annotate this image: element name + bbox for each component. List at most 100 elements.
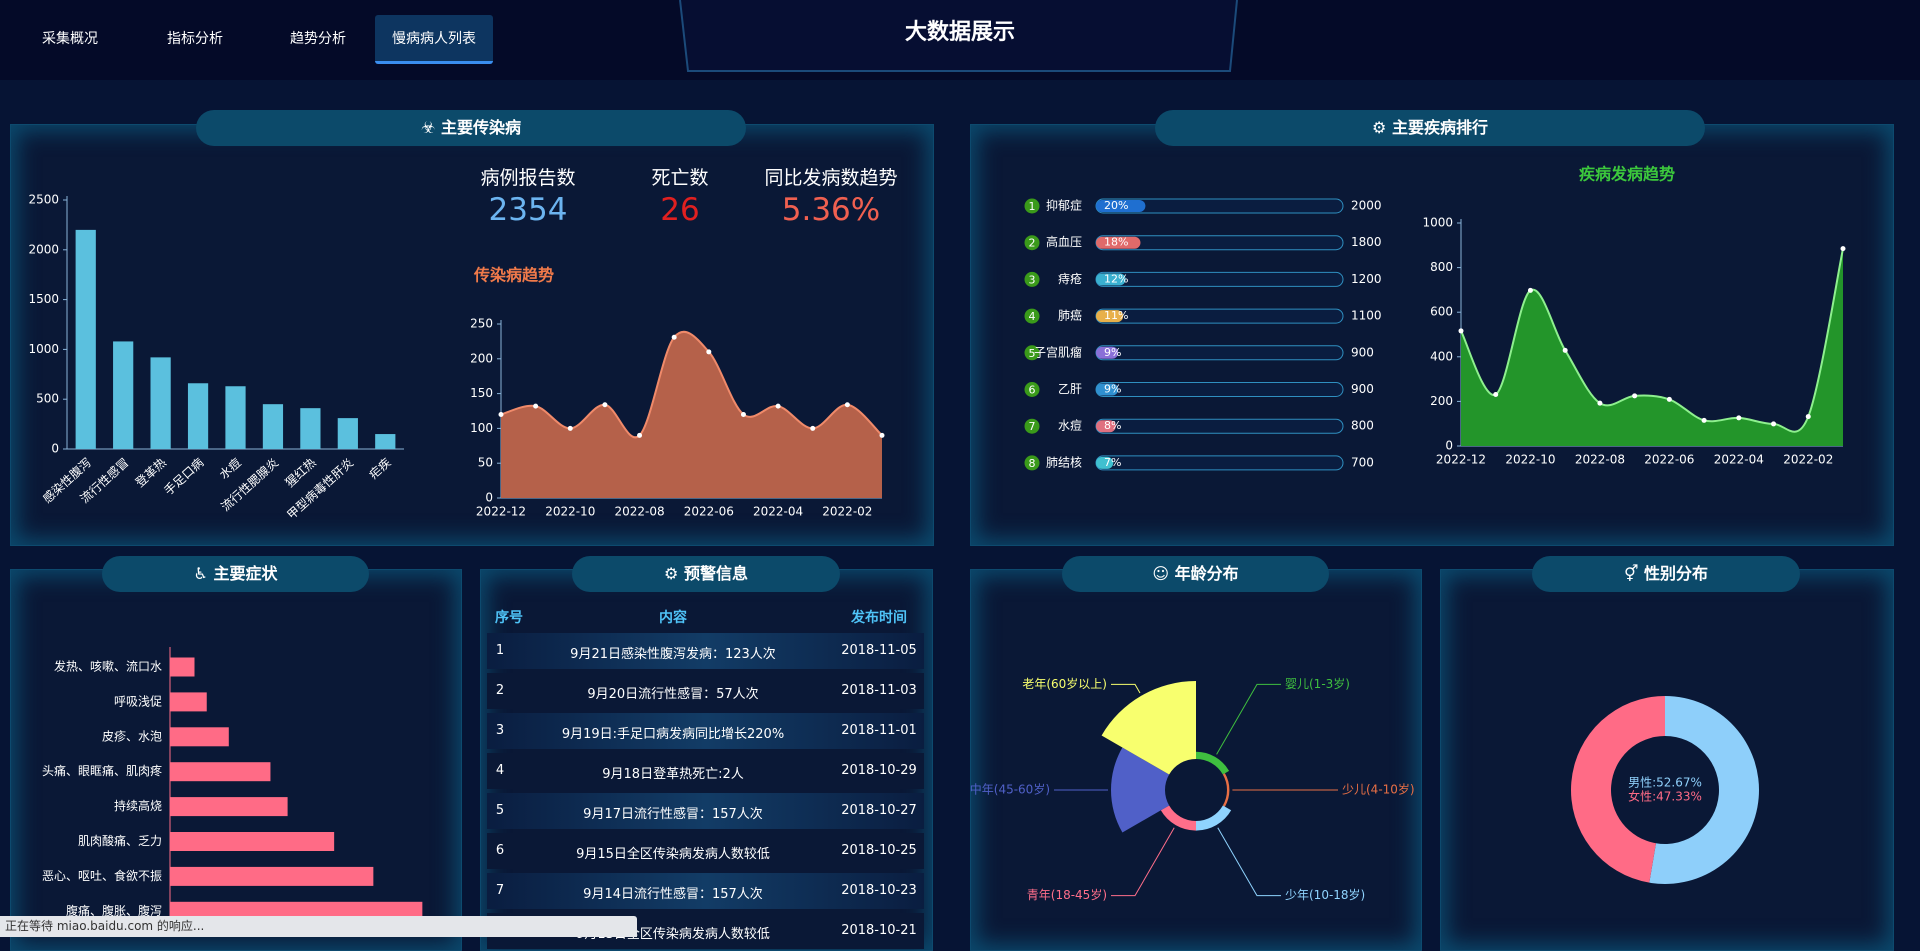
y-tick-label: 1000 (1422, 216, 1453, 230)
x-tick-label: 2022-08 (614, 505, 664, 519)
table-row (487, 713, 924, 749)
rose-slice (1196, 805, 1232, 831)
share-label: 8% (1104, 419, 1121, 432)
point (879, 432, 885, 438)
point (1597, 400, 1603, 406)
nav-tab[interactable]: 采集概况 (42, 31, 98, 47)
bar (170, 657, 195, 677)
y-tick-label: 200 (1430, 394, 1453, 408)
leader-line (1111, 827, 1175, 897)
slice-label: 中年(45-60岁) (970, 782, 1050, 797)
rank-badge (1024, 455, 1040, 471)
rank-bar (1096, 273, 1126, 286)
share-label: 7% (1104, 456, 1121, 469)
line (1460, 248, 1844, 433)
bar (170, 797, 288, 817)
table-cell: 2018-10-27 (841, 803, 917, 818)
rank-badge (1024, 345, 1040, 361)
point (567, 425, 573, 431)
y-tick-label: 1000 (28, 342, 59, 356)
table-cell: 9月19日:手足口病发病同比增长220% (561, 727, 785, 742)
rank-name: 肺癌 (1058, 308, 1082, 323)
chart-title: 疾病发病趋势 (1579, 165, 1675, 184)
bar (150, 357, 171, 449)
y-tick-label: 肌肉酸痛、乏力 (78, 833, 162, 848)
y-tick-label: 600 (1430, 305, 1453, 319)
leader-line (1216, 683, 1281, 755)
rank-value: 1100 (1351, 309, 1382, 323)
chart-title: 传染病趋势 (473, 266, 554, 285)
table-cell: 4 (495, 763, 505, 778)
rank-bar (1096, 420, 1116, 433)
table-cell: 9月15日全区传染病发病人数较低 (576, 847, 770, 862)
rank-bar (1096, 383, 1119, 396)
x-tick-label: 2022-12 (476, 505, 526, 519)
slice-label: 青年(18-45岁) (1027, 887, 1107, 902)
share-label: 9% (1104, 383, 1121, 396)
panel-title: ⚥ 性别分布 (1532, 556, 1800, 592)
rank-value: 700 (1351, 455, 1374, 469)
point (1527, 287, 1533, 293)
slice-label: 老年(60岁以上) (1022, 676, 1107, 691)
leader-line (1111, 683, 1141, 694)
table-row (487, 793, 924, 829)
center-label: 男性:52.67% (1628, 776, 1702, 790)
point (844, 402, 850, 408)
rose-slice (1160, 805, 1196, 831)
rank-track (1095, 271, 1344, 287)
rank-number: 4 (1029, 310, 1036, 323)
share-label: 18% (1104, 236, 1128, 249)
table-cell: 1 (495, 643, 505, 658)
panel-title: ⚙ 预警信息 (572, 556, 840, 592)
stat-label: 同比发病数趋势 (764, 167, 898, 189)
table-cell: 2018-11-01 (841, 723, 917, 738)
header-frame (679, 0, 1238, 72)
panel-title: ♿ 主要症状 (102, 556, 369, 592)
panel-title-text: 主要传染病 (440, 118, 521, 137)
rose-slice (1111, 747, 1170, 833)
panel (970, 569, 1422, 951)
rank-number: 8 (1029, 457, 1036, 470)
rank-name: 抑郁症 (1046, 198, 1082, 213)
x-tick-label: 2022-06 (684, 505, 734, 519)
point (1458, 328, 1464, 334)
rank-bar (1096, 346, 1119, 359)
bar (337, 418, 358, 449)
bar (113, 341, 134, 449)
point (1771, 421, 1777, 427)
nav-tab[interactable]: 趋势分析 (290, 31, 346, 47)
rank-value: 1800 (1351, 235, 1382, 249)
point (706, 349, 712, 355)
panel-title-text: 预警信息 (683, 564, 748, 583)
y-tick-label: 400 (1430, 349, 1453, 363)
point (1736, 415, 1742, 421)
nav-tab[interactable]: 指标分析 (167, 31, 223, 47)
panel-title-text: 主要症状 (213, 564, 278, 583)
donut-slice (1649, 696, 1759, 884)
bar (375, 434, 396, 449)
share-label: 20% (1104, 199, 1128, 212)
rank-bar (1096, 456, 1114, 469)
bar (170, 866, 374, 886)
table-cell: 2018-10-21 (841, 923, 917, 938)
rose-slice (1222, 773, 1230, 807)
bar (170, 762, 271, 782)
point (671, 334, 677, 340)
leader-line (1217, 827, 1281, 897)
rank-name: 子宫肌瘤 (1034, 344, 1082, 359)
x-tick-label: 2022-12 (1436, 453, 1486, 467)
status-bar: 正在等待 miao.baidu.com 的响应... (0, 916, 637, 937)
nav-tab[interactable]: 慢病病人列表 (375, 15, 493, 64)
table-cell: 3 (495, 723, 505, 738)
rank-number: 2 (1029, 237, 1036, 250)
table-header: 内容 (659, 610, 687, 626)
y-tick-label: 150 (470, 386, 493, 400)
y-tick-label: 2500 (28, 193, 59, 207)
table-cell: 9月20日流行性感冒：57人次 (587, 687, 759, 702)
y-tick-label: 0 (51, 442, 59, 456)
bar (75, 229, 96, 449)
bar (170, 727, 229, 747)
point (533, 403, 539, 409)
table-row (487, 873, 924, 909)
